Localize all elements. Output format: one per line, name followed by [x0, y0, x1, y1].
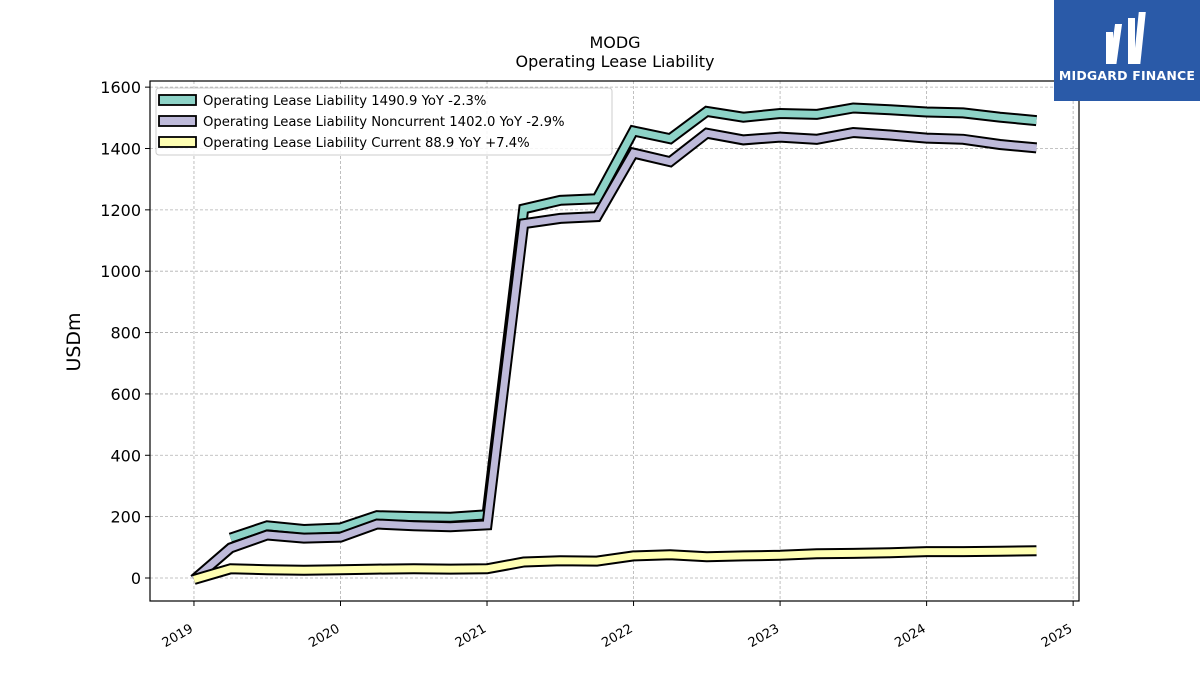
series-line-0: [229, 104, 1037, 542]
x-tick-label: 2019: [160, 621, 196, 651]
grid-lines: [150, 81, 1079, 601]
y-axis-label: USDm: [63, 312, 85, 371]
legend-swatch-0: [158, 94, 197, 106]
plot-frame: [149, 80, 1080, 602]
y-tick-label: 1600: [100, 78, 141, 97]
logo-text: MIDGARD FINANCE: [1058, 68, 1196, 83]
chart-title: MODG: [589, 33, 640, 52]
legend-label-1: Operating Lease Liability Noncurrent 140…: [203, 115, 565, 130]
x-tick-label: 2020: [306, 621, 342, 651]
legend-swatch-1: [158, 115, 197, 127]
midgard-finance-logo: MIDGARD FINANCE: [1054, 0, 1200, 101]
chart-subtitle: Operating Lease Liability: [515, 52, 714, 71]
x-tick-label: 2024: [892, 621, 928, 651]
series-lines: [190, 102, 1038, 585]
x-tick-label: 2022: [599, 621, 635, 651]
series-outline-1: [190, 126, 1038, 584]
x-axis-ticks: 2019 2020 2021 2022 2023 2024 2025: [160, 601, 1075, 651]
y-tick-label: 400: [110, 446, 141, 465]
x-tick-label: 2023: [746, 621, 782, 651]
legend-box: [155, 87, 613, 156]
legend: Operating Lease Liability 1490.9 YoY -2.…: [155, 87, 613, 156]
legend-swatch-2: [158, 136, 197, 148]
y-tick-label: 600: [110, 385, 141, 404]
legend-label-2: Operating Lease Liability Current 88.9 Y…: [203, 136, 530, 151]
y-axis-ticks: 0 200 400 600 800 1000 1200 1400 1600: [100, 78, 150, 588]
y-tick-label: 0: [131, 569, 141, 588]
y-tick-label: 1000: [100, 262, 141, 281]
x-tick-label: 2025: [1039, 621, 1075, 651]
series-line-1: [191, 128, 1037, 583]
y-tick-label: 200: [110, 508, 141, 527]
y-tick-label: 1400: [100, 139, 141, 158]
series-line-2: [193, 547, 1037, 583]
midgard-logo-icon: [1106, 12, 1146, 64]
y-tick-label: 1200: [100, 201, 141, 220]
legend-label-0: Operating Lease Liability 1490.9 YoY -2.…: [203, 94, 486, 109]
x-tick-label: 2021: [453, 621, 489, 651]
y-tick-label: 800: [110, 324, 141, 343]
